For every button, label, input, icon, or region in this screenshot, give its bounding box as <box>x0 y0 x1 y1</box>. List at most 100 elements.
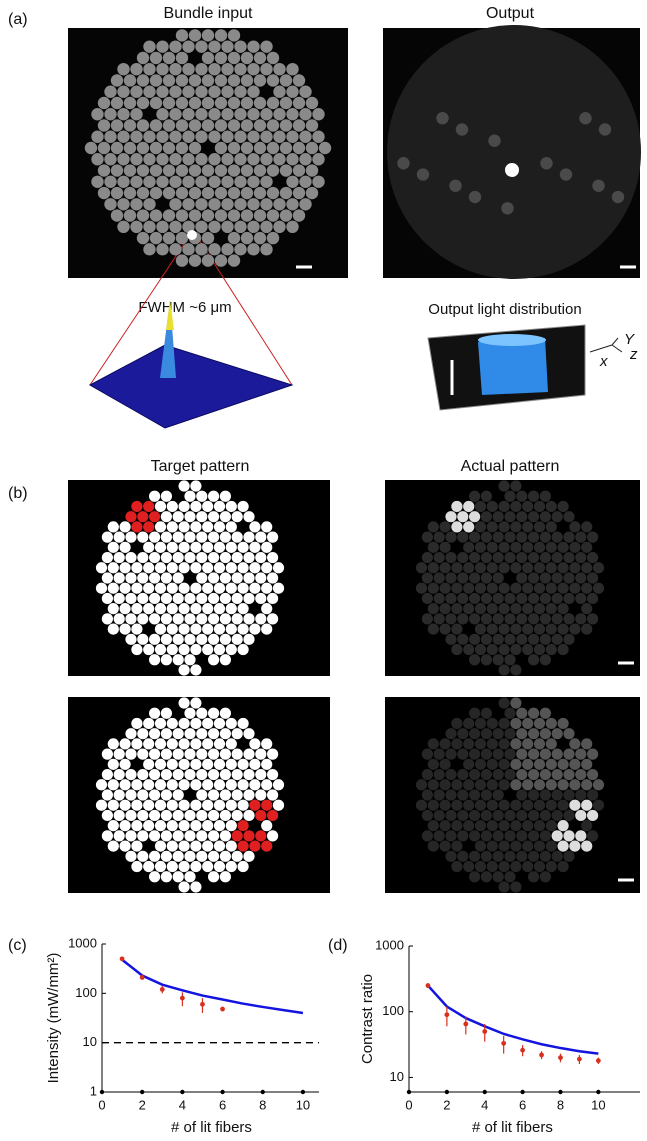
fiber <box>534 738 545 749</box>
fiber <box>238 840 249 851</box>
fiber <box>220 634 231 645</box>
fiber <box>102 572 113 583</box>
fiber <box>131 840 142 851</box>
fiber <box>445 511 456 522</box>
fiber <box>575 749 586 760</box>
fiber <box>558 861 569 872</box>
fiber <box>581 583 592 594</box>
fiber <box>208 810 219 821</box>
fiber <box>202 164 214 176</box>
fiber <box>552 830 563 841</box>
fiber <box>137 593 148 604</box>
fiber <box>293 74 305 86</box>
fiber <box>499 583 510 594</box>
fiber <box>232 830 243 841</box>
fiber <box>267 572 278 583</box>
fiber <box>516 593 527 604</box>
y-tick-label: 10 <box>390 1069 404 1084</box>
image-title: Target pattern <box>151 458 250 475</box>
fiber <box>273 779 284 790</box>
fiber <box>226 820 237 831</box>
fiber <box>528 728 539 739</box>
fiber <box>469 769 480 780</box>
fiber <box>155 840 166 851</box>
fiber <box>255 593 266 604</box>
fiber <box>510 521 521 532</box>
fiber <box>457 634 468 645</box>
fiber <box>260 221 272 233</box>
fiber <box>156 108 168 120</box>
fiber <box>208 654 219 665</box>
fiber <box>254 74 266 86</box>
fiber <box>208 593 219 604</box>
fiber <box>196 572 207 583</box>
fiber <box>540 749 551 760</box>
fiber <box>487 623 498 634</box>
fiber <box>232 634 243 645</box>
fiber <box>422 593 433 604</box>
fiber <box>111 164 123 176</box>
fiber <box>176 142 188 154</box>
fiber <box>214 644 225 655</box>
fiber <box>569 562 580 573</box>
fiber <box>208 851 219 862</box>
fiber <box>208 176 220 188</box>
fiber <box>463 542 474 553</box>
fiber <box>247 221 259 233</box>
fiber <box>96 779 107 790</box>
fiber <box>232 572 243 583</box>
fiber <box>179 542 190 553</box>
fiber <box>243 613 254 624</box>
fiber <box>445 749 456 760</box>
fiber <box>546 501 557 512</box>
fiber <box>220 871 231 882</box>
fiber <box>137 634 148 645</box>
fiber <box>299 86 311 98</box>
fiber <box>189 29 201 41</box>
fiber <box>102 810 113 821</box>
fiber <box>504 728 515 739</box>
fiber <box>241 142 253 154</box>
fiber <box>143 176 155 188</box>
fiber <box>546 861 557 872</box>
fiber <box>156 131 168 143</box>
fiber <box>280 74 292 86</box>
fiber <box>163 97 175 109</box>
fiber <box>202 542 213 553</box>
fiber <box>226 861 237 872</box>
fiber <box>267 789 278 800</box>
fiber <box>131 501 142 512</box>
fiber <box>481 749 492 760</box>
fiber <box>510 583 521 594</box>
fiber <box>510 861 521 872</box>
fiber <box>267 209 279 221</box>
data-point <box>539 1053 544 1058</box>
fiber <box>440 820 451 831</box>
fiber <box>510 644 521 655</box>
fiber <box>232 789 243 800</box>
fiber <box>457 749 468 760</box>
fiber <box>234 198 246 210</box>
fiber <box>234 153 246 165</box>
fiber <box>255 830 266 841</box>
fiber <box>155 562 166 573</box>
fiber <box>137 532 148 543</box>
fiber <box>234 108 246 120</box>
fiber <box>463 644 474 655</box>
fiber <box>202 718 213 729</box>
fiber <box>306 142 318 154</box>
fiber <box>114 769 125 780</box>
fiber <box>593 562 604 573</box>
x-tick-label: 2 <box>443 1097 450 1112</box>
fiber <box>528 613 539 624</box>
fiber <box>243 769 254 780</box>
fiber <box>247 40 259 52</box>
fiber <box>422 613 433 624</box>
fiber <box>130 131 142 143</box>
fiber <box>131 623 142 634</box>
fiber <box>179 664 190 675</box>
fiber <box>163 209 175 221</box>
fiber <box>469 708 480 719</box>
fiber <box>504 749 515 760</box>
fiber <box>241 74 253 86</box>
